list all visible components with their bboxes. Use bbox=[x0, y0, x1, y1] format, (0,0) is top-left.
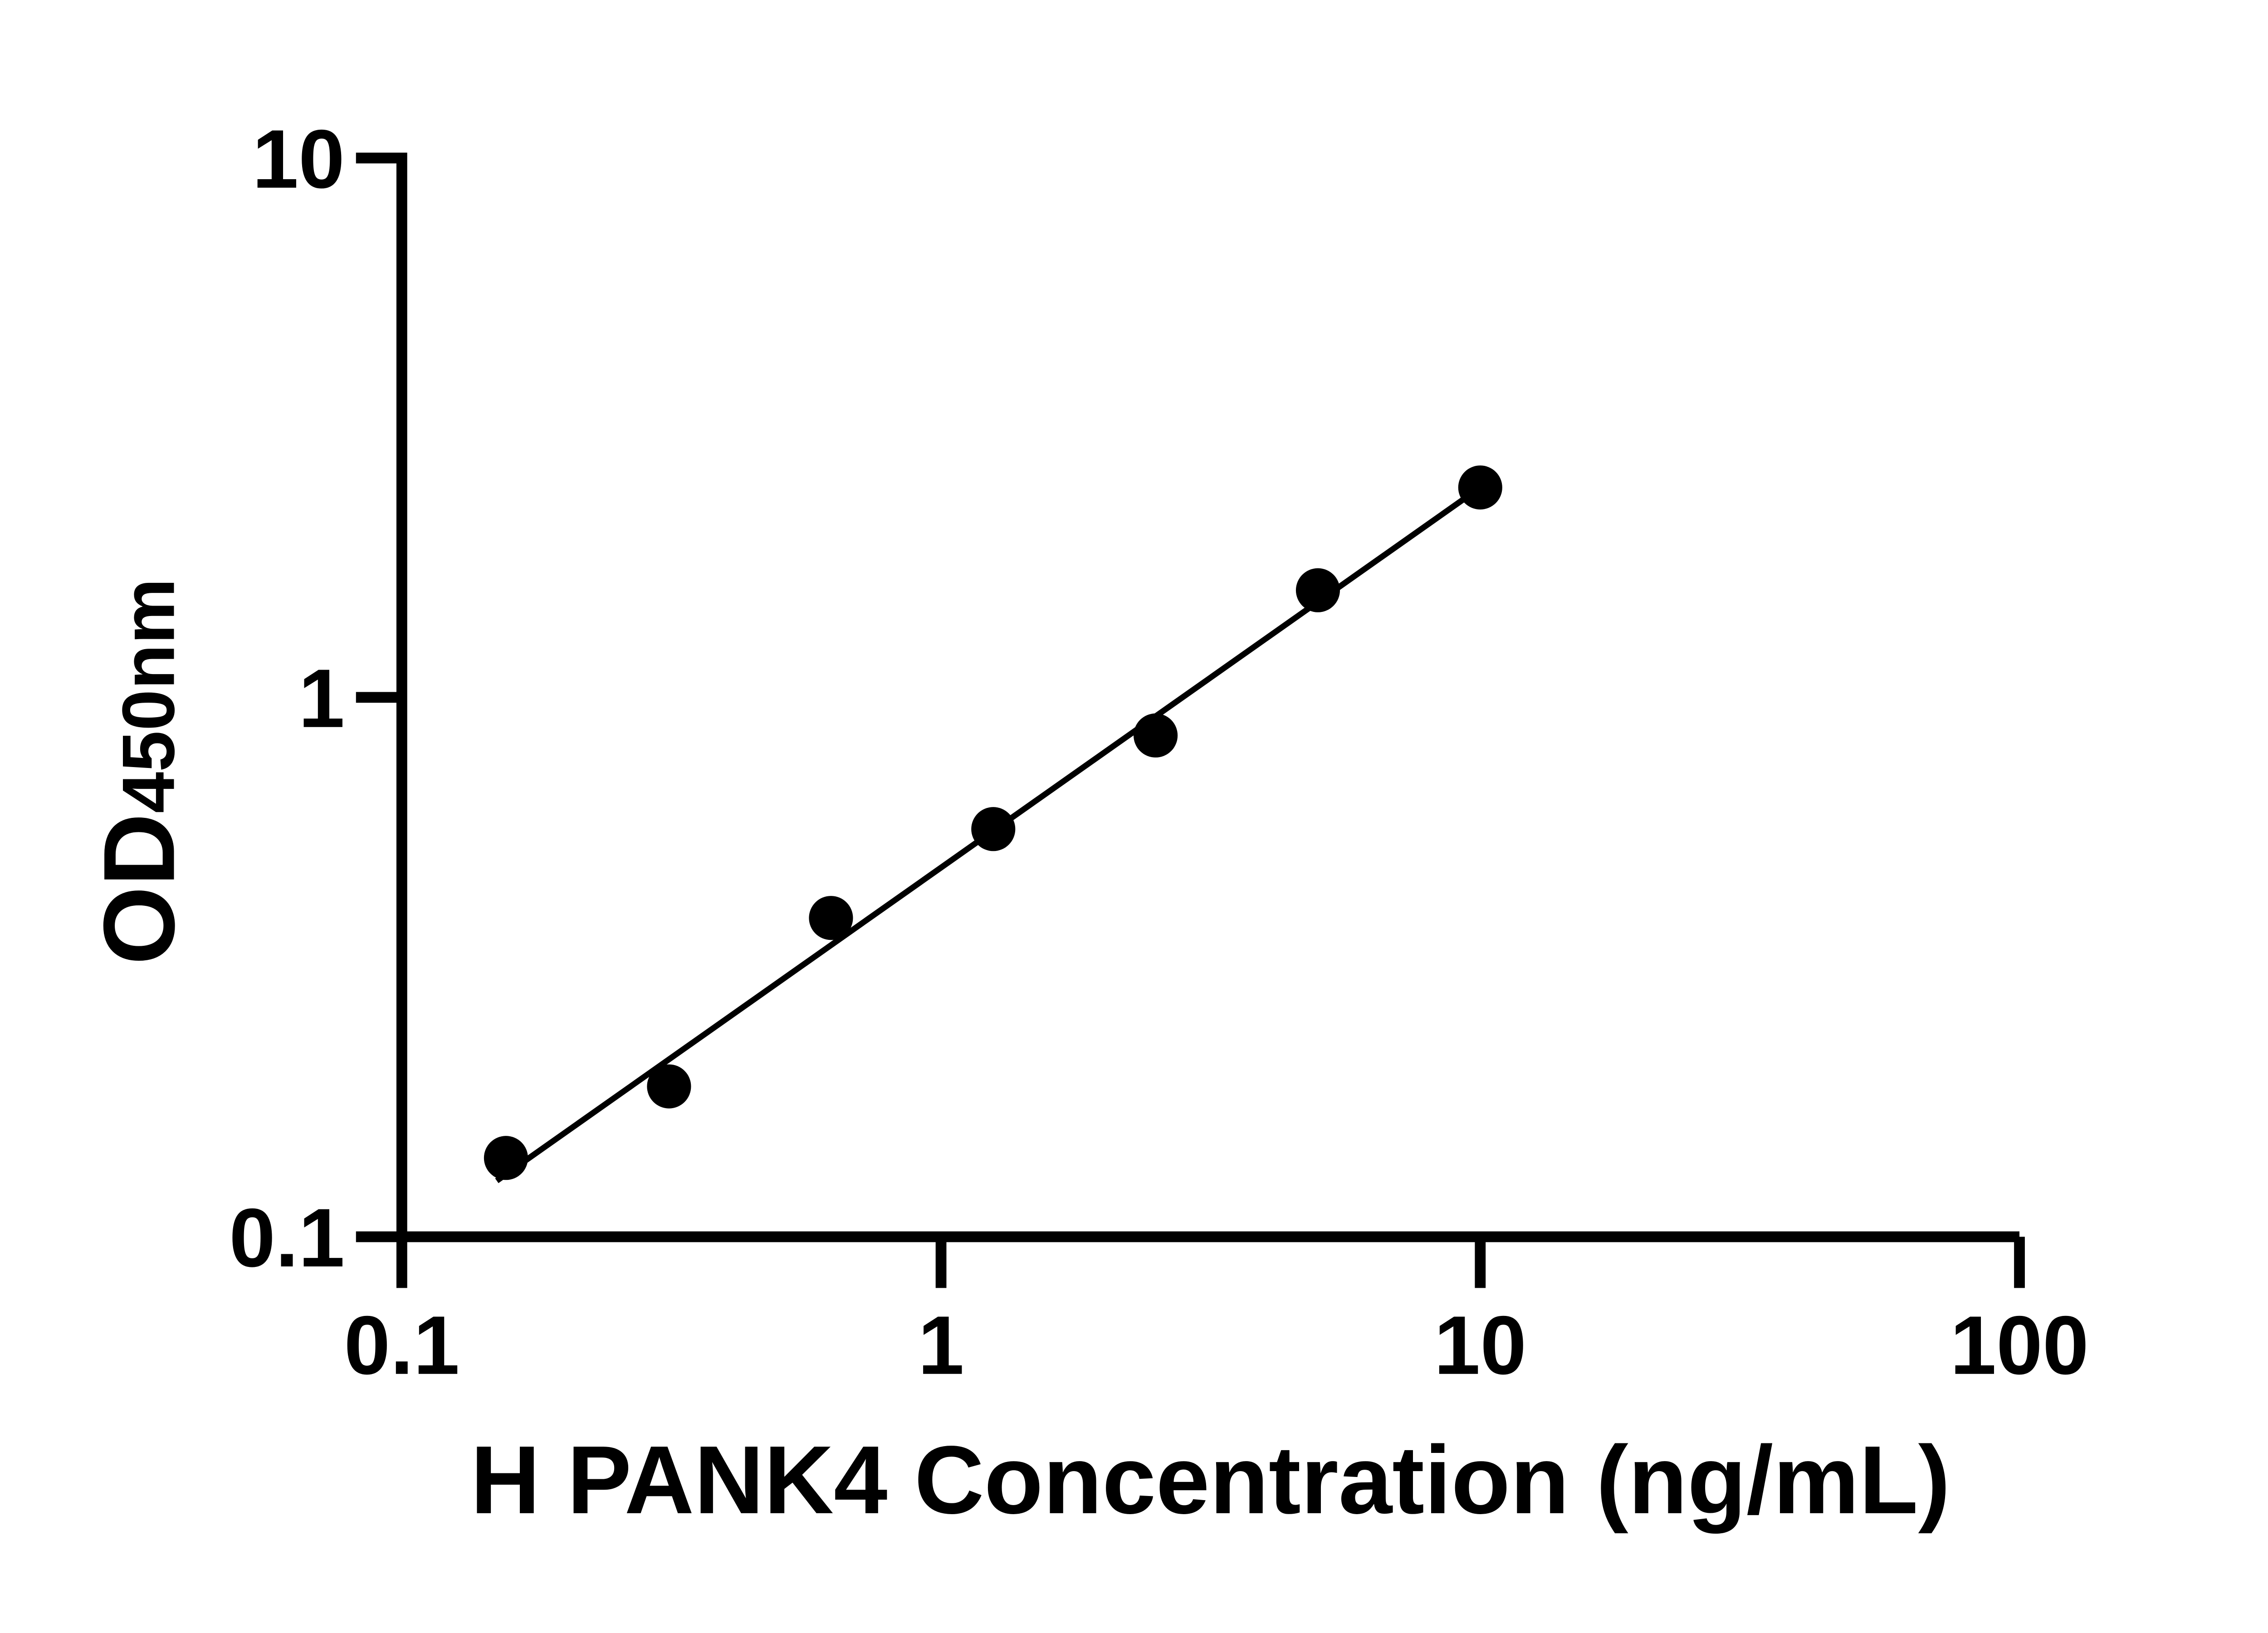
data-point-x0.625 bbox=[809, 896, 853, 940]
ticks-layer bbox=[356, 152, 2025, 1288]
x-tick-label-100: 100 bbox=[1950, 1299, 2089, 1392]
y-tick-label-1: 1 bbox=[298, 652, 345, 745]
x-tick-label-1: 1 bbox=[918, 1299, 964, 1392]
x-axis-title: H PANK4 Concentration (ng/mL) bbox=[470, 1426, 1950, 1534]
data-point-x1.25 bbox=[971, 807, 1016, 851]
y-axis-title: OD450nm bbox=[83, 578, 196, 965]
y-axis-title-main: OD bbox=[83, 813, 196, 965]
y-tick-label-10: 10 bbox=[252, 112, 345, 205]
tick-labels-layer: 0.1 1 10 0.1 1 10 100 bbox=[229, 112, 2089, 1392]
data-point-x0.156 bbox=[484, 1136, 528, 1180]
data-points-layer bbox=[484, 465, 1502, 1180]
y-tick-label-0.1: 0.1 bbox=[229, 1191, 345, 1284]
data-point-x5 bbox=[1295, 568, 1340, 612]
y-axis-title-subscript: 450nm bbox=[107, 578, 190, 813]
data-point-x0.313 bbox=[647, 1064, 691, 1109]
data-point-x2.5 bbox=[1134, 713, 1178, 758]
x-tick-label-10: 10 bbox=[1434, 1299, 1526, 1392]
data-point-x10 bbox=[1458, 465, 1502, 510]
x-tick-label-0.1: 0.1 bbox=[344, 1299, 459, 1392]
